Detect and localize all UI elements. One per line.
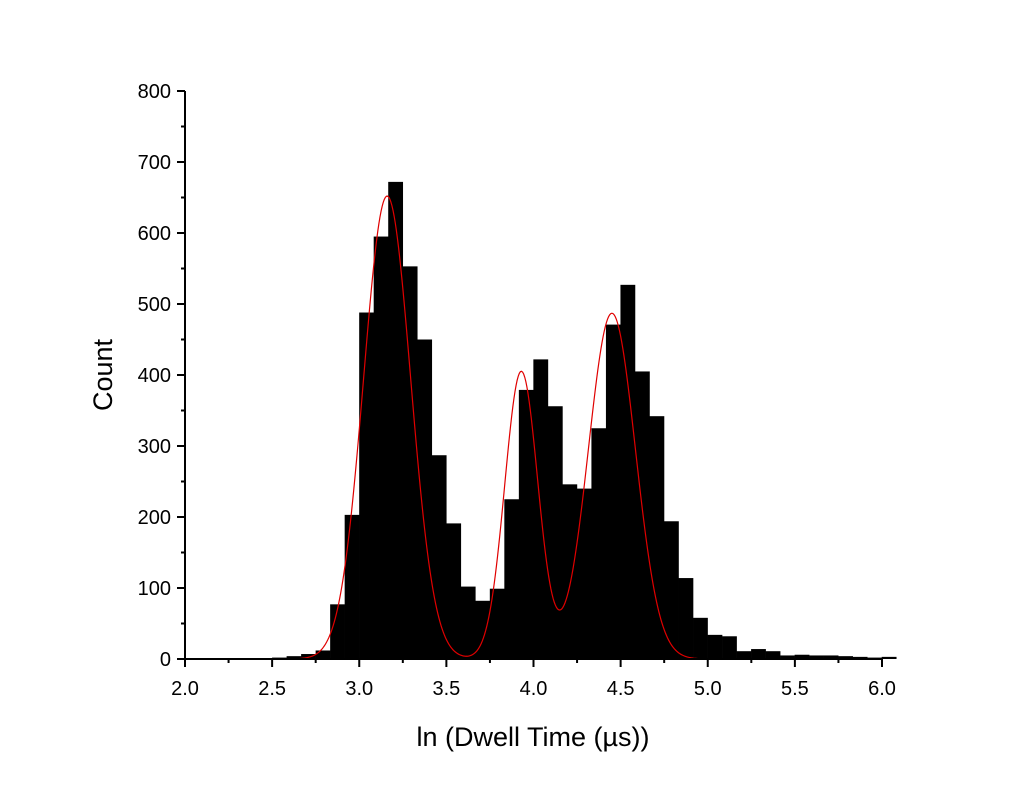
histogram-bar: [489, 588, 505, 659]
histogram-bar: [809, 655, 824, 659]
histogram-bar: [431, 455, 447, 659]
histogram-bar: [765, 651, 781, 659]
x-tick-label: 4.5: [607, 678, 635, 700]
histogram-bar: [881, 656, 897, 659]
fit-curve: [272, 195, 708, 660]
histogram-bar: [388, 181, 404, 659]
y-tick-label: 100: [138, 578, 171, 600]
x-axis-title: ln (Dwell Time (µs)): [416, 722, 649, 752]
y-tick-label: 200: [138, 507, 171, 529]
x-tick-label: 4.0: [520, 678, 548, 700]
y-tick-label: 300: [138, 436, 171, 458]
y-tick-label: 700: [138, 152, 171, 174]
histogram-bar: [634, 371, 650, 659]
y-tick-label: 0: [160, 649, 171, 671]
histogram-bar: [475, 600, 491, 659]
histogram-bar: [794, 654, 810, 659]
histogram-bar: [663, 521, 679, 659]
histogram-bar: [751, 649, 766, 659]
histogram-bar: [562, 484, 578, 659]
y-tick-label: 600: [138, 223, 171, 245]
histogram-bar: [722, 636, 737, 659]
histogram-bar: [286, 656, 302, 659]
x-tick-label: 3.5: [432, 678, 460, 700]
histogram-bar: [780, 655, 795, 659]
histogram-bar: [852, 656, 868, 659]
histogram-bar: [301, 654, 316, 659]
y-ticks-group: 0 100 200 300 400 500 600 700 800: [138, 81, 185, 671]
histogram-bar: [605, 324, 621, 659]
histogram-bar: [330, 604, 345, 659]
histogram-bar: [402, 266, 418, 659]
histogram-bar: [315, 650, 331, 659]
histogram-bar: [576, 488, 592, 659]
histogram-bar: [344, 514, 360, 659]
x-ticks-group: 2.0 2.5 3.0 3.5 4.0 4.5 5.0 5.5 6.0: [171, 659, 896, 700]
y-axis-title: Count: [88, 338, 118, 411]
histogram-bar: [649, 416, 665, 659]
histogram-bar: [707, 634, 723, 659]
y-tick-label: 800: [138, 81, 171, 103]
histogram-bar: [591, 428, 607, 659]
histogram-bar: [460, 586, 476, 659]
histogram-bar: [547, 406, 563, 659]
histogram-bar: [359, 312, 374, 659]
bars-group: [243, 181, 897, 660]
x-tick-label: 6.0: [868, 678, 896, 700]
histogram-bar: [693, 617, 708, 659]
histogram-bar: [373, 236, 389, 660]
y-tick-label: 400: [138, 365, 171, 387]
y-tick-label: 500: [138, 294, 171, 316]
x-tick-label: 2.5: [258, 678, 286, 700]
x-tick-label: 2.0: [171, 678, 199, 700]
histogram-bar: [620, 284, 636, 659]
histogram-bar: [446, 523, 462, 659]
histogram-bar: [736, 651, 752, 659]
histogram-bar: [823, 655, 839, 659]
histogram-bar: [504, 499, 520, 659]
histogram-bar: [678, 578, 694, 659]
histogram-bar: [518, 389, 534, 659]
histogram-bar: [417, 339, 433, 659]
x-tick-label: 3.0: [345, 678, 373, 700]
histogram-bar: [838, 656, 853, 659]
x-tick-label: 5.0: [694, 678, 722, 700]
x-tick-label: 5.5: [781, 678, 809, 700]
